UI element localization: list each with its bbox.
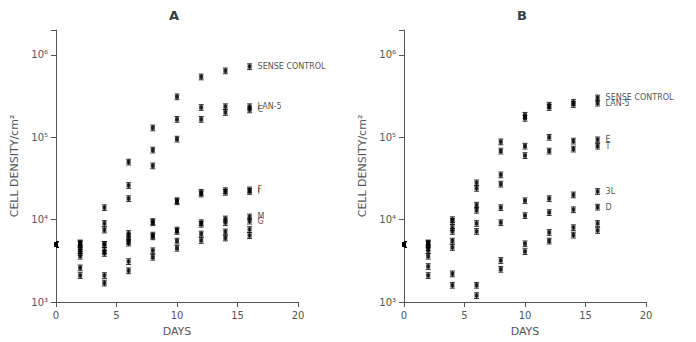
svg-text:10⁵: 10⁵ <box>31 132 48 143</box>
svg-text:A: A <box>169 8 179 23</box>
svg-text:F: F <box>257 185 263 195</box>
svg-text:3L: 3L <box>606 187 616 196</box>
svg-text:LAN-5: LAN-5 <box>257 102 282 112</box>
svg-text:10⁴: 10⁴ <box>31 214 48 225</box>
svg-text:20: 20 <box>292 310 305 321</box>
svg-text:10⁶: 10⁶ <box>31 49 48 60</box>
svg-text:10⁴: 10⁴ <box>379 214 396 225</box>
svg-text:0: 0 <box>401 310 407 321</box>
svg-text:CELL DENSITY/cm²: CELL DENSITY/cm² <box>8 115 21 218</box>
svg-text:10⁵: 10⁵ <box>379 132 396 143</box>
svg-text:15: 15 <box>231 310 244 321</box>
svg-text:SENSE CONTROL: SENSE CONTROL <box>605 93 674 103</box>
svg-text:E: E <box>605 135 611 145</box>
svg-text:CELL DENSITY/cm²: CELL DENSITY/cm² <box>356 115 369 218</box>
svg-text:B: B <box>517 8 527 23</box>
svg-text:5: 5 <box>113 310 119 321</box>
svg-text:T: T <box>605 142 611 151</box>
svg-text:LAN-5: LAN-5 <box>606 99 630 108</box>
svg-text:D: D <box>606 203 612 212</box>
svg-text:0: 0 <box>53 310 59 321</box>
svg-text:10: 10 <box>519 310 532 321</box>
svg-text:DAYS: DAYS <box>163 325 192 338</box>
svg-text:G: G <box>258 217 264 226</box>
svg-text:I: I <box>258 187 260 196</box>
svg-text:10: 10 <box>171 310 184 321</box>
svg-text:C: C <box>258 105 264 114</box>
svg-text:SENSE CONTROL: SENSE CONTROL <box>258 62 326 71</box>
svg-text:10³: 10³ <box>31 297 48 308</box>
svg-text:15: 15 <box>579 310 592 321</box>
svg-text:DAYS: DAYS <box>511 325 540 338</box>
svg-text:20: 20 <box>640 310 653 321</box>
svg-text:10⁶: 10⁶ <box>379 49 396 60</box>
svg-text:5: 5 <box>461 310 467 321</box>
svg-text:10³: 10³ <box>379 297 396 308</box>
